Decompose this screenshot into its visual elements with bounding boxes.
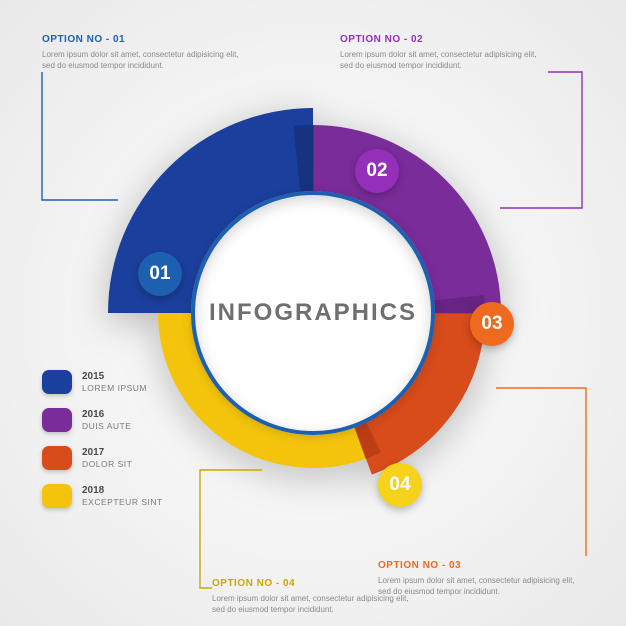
legend-row-2015: 2015LOREM IPSUM: [42, 370, 202, 394]
callout-body: Lorem ipsum dolor sit amet, consectetur …: [340, 50, 550, 72]
legend-row-2017: 2017DOLOR SIT: [42, 446, 202, 470]
legend-swatch: [42, 446, 72, 470]
legend-text: 2016DUIS AUTE: [82, 409, 131, 431]
number-badge-04: 04: [378, 463, 422, 507]
callout-body: Lorem ipsum dolor sit amet, consectetur …: [42, 50, 252, 72]
number-badge-01: 01: [138, 252, 182, 296]
legend-swatch: [42, 408, 72, 432]
leader-line-02: [500, 72, 582, 208]
legend-row-2016: 2016DUIS AUTE: [42, 408, 202, 432]
legend-text: 2017DOLOR SIT: [82, 447, 132, 469]
leader-line-01: [42, 72, 118, 200]
callout-04: OPTION NO - 04 Lorem ipsum dolor sit amet…: [212, 578, 422, 616]
legend-row-2018: 2018EXCEPTEUR SINT: [42, 484, 202, 508]
leader-line-04: [200, 470, 262, 588]
leader-line-03: [496, 388, 586, 556]
legend-swatch: [42, 484, 72, 508]
callout-02: OPTION NO - 02 Lorem ipsum dolor sit amet…: [340, 34, 550, 72]
legend-swatch: [42, 370, 72, 394]
callout-title: OPTION NO - 03: [378, 560, 588, 571]
callout-title: OPTION NO - 04: [212, 578, 422, 589]
number-badge-02: 02: [355, 149, 399, 193]
callout-body: Lorem ipsum dolor sit amet, consectetur …: [212, 594, 422, 616]
year-legend: 2015LOREM IPSUM 2016DUIS AUTE 2017DOLOR SI…: [42, 370, 202, 522]
callout-title: OPTION NO - 01: [42, 34, 252, 45]
center-circle: INFOGRAPHICS: [191, 191, 435, 435]
legend-text: 2018EXCEPTEUR SINT: [82, 485, 163, 507]
center-title: INFOGRAPHICS: [209, 299, 417, 327]
number-badge-03: 03: [470, 302, 514, 346]
callout-title: OPTION NO - 02: [340, 34, 550, 45]
infographic-stage: INFOGRAPHICS 01 02 03 04 OPTION NO - 01 Lore…: [0, 0, 626, 626]
legend-text: 2015LOREM IPSUM: [82, 371, 147, 393]
callout-01: OPTION NO - 01 Lorem ipsum dolor sit amet…: [42, 34, 252, 72]
